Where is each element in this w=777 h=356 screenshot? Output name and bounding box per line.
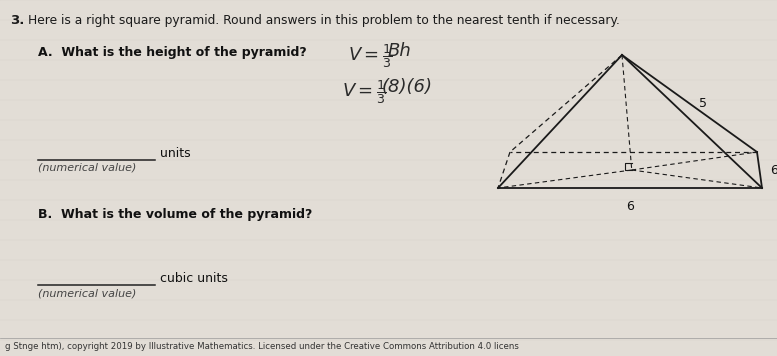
Text: (numerical value): (numerical value) bbox=[38, 288, 137, 298]
Text: Bh: Bh bbox=[388, 42, 412, 60]
Text: 6: 6 bbox=[626, 200, 634, 213]
Text: 6: 6 bbox=[770, 163, 777, 177]
Text: (numerical value): (numerical value) bbox=[38, 163, 137, 173]
Text: g Stnge htm), copyright 2019 by Illustrative Mathematics. Licensed under the Cre: g Stnge htm), copyright 2019 by Illustra… bbox=[5, 342, 519, 351]
Text: A.  What is the height of the pyramid?: A. What is the height of the pyramid? bbox=[38, 46, 307, 59]
Text: (8)(6): (8)(6) bbox=[382, 78, 433, 96]
Text: 3.: 3. bbox=[10, 14, 24, 27]
Text: 5: 5 bbox=[699, 97, 708, 110]
Text: $V=\frac{1}{3}$: $V=\frac{1}{3}$ bbox=[342, 78, 386, 106]
Text: $V=\frac{1}{3}$: $V=\frac{1}{3}$ bbox=[348, 42, 392, 70]
Text: units: units bbox=[160, 147, 190, 160]
Text: Here is a right square pyramid. Round answers in this problem to the nearest ten: Here is a right square pyramid. Round an… bbox=[28, 14, 620, 27]
Text: cubic units: cubic units bbox=[160, 272, 228, 285]
Text: B.  What is the volume of the pyramid?: B. What is the volume of the pyramid? bbox=[38, 208, 312, 221]
